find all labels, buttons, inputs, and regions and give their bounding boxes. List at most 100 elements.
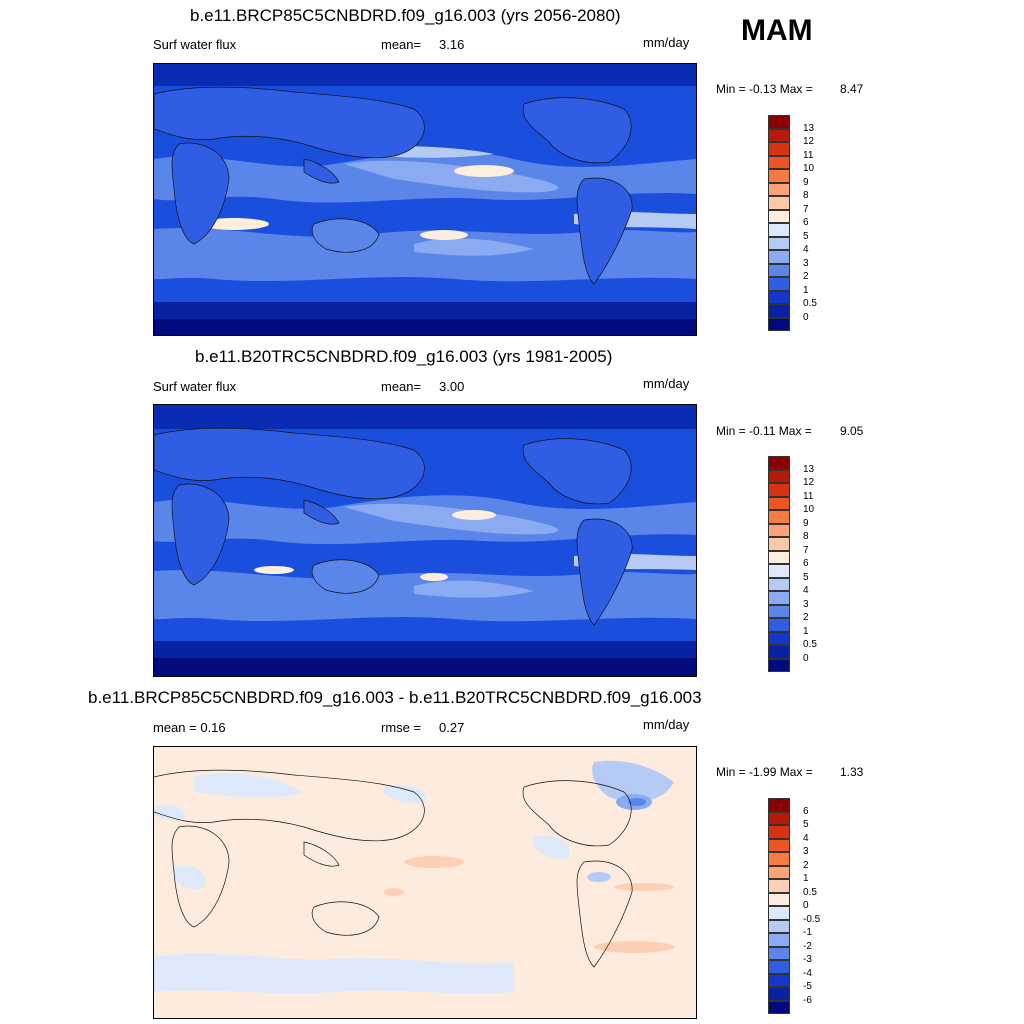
- colorbar-swatch: [768, 115, 790, 129]
- colorbar-tick-label: 5: [803, 819, 809, 830]
- colorbar-tick-label: 13: [803, 122, 815, 134]
- colorbar-swatch: [768, 852, 790, 866]
- panel1-title: b.e11.BRCP85C5CNBDRD.f09_g16.003 (yrs 20…: [190, 6, 621, 25]
- colorbar-swatch: [768, 155, 790, 169]
- colorbar-tick-label: 4: [803, 244, 809, 255]
- colorbar-tick-label: 1: [803, 873, 809, 884]
- colorbar-swatch: [768, 304, 790, 318]
- colorbar-tick-label: -1: [803, 927, 812, 938]
- colorbar-swatch: [768, 838, 790, 852]
- colorbar-swatch: [768, 1000, 790, 1014]
- colorbar-swatch: [768, 317, 790, 331]
- colorbar-swatch: [768, 169, 790, 183]
- colorbar-swatch: [768, 128, 790, 142]
- colorbar-tick-label: 8: [803, 190, 809, 201]
- colorbar-tick-label: 0.5: [803, 639, 817, 650]
- colorbar-tick-label: 10: [803, 504, 815, 515]
- colorbar-swatch: [768, 564, 790, 578]
- colorbar-swatch: [768, 960, 790, 974]
- colorbar-swatch: [768, 142, 790, 156]
- panel1-variable-label: Surf water flux: [153, 37, 237, 52]
- colorbar-swatch: [768, 209, 790, 223]
- colorbar-swatch: [768, 263, 790, 277]
- colorbar-tick-label: 1: [803, 284, 809, 296]
- panel3-units: mm/day: [643, 717, 690, 732]
- colorbar-tick-label: 2: [803, 271, 809, 282]
- colorbar-swatch: [768, 631, 790, 645]
- colorbar-tick-label: 3: [803, 846, 809, 857]
- panel2-variable-label: Surf water flux: [153, 379, 237, 394]
- colorbar-tick-label: 3: [803, 598, 809, 610]
- colorbar-swatch: [768, 196, 790, 210]
- colorbar-tick-label: 0: [803, 311, 809, 323]
- colorbar-swatch: [768, 825, 790, 839]
- colorbar-swatch: [768, 811, 790, 825]
- colorbar-tick-label: -6: [803, 994, 812, 1006]
- colorbar-tick-label: 0: [803, 652, 809, 664]
- panel3-rmse-label: rmse =: [381, 720, 422, 735]
- panel1-map-svg: [154, 64, 696, 335]
- colorbar-swatch: [768, 236, 790, 250]
- colorbar-tick-label: 4: [803, 832, 809, 844]
- colorbar-swatch: [768, 604, 790, 618]
- colorbar-tick-label: 9: [803, 176, 809, 188]
- colorbar-tick-label: 7: [803, 203, 809, 215]
- colorbar-tick-label: 4: [803, 585, 809, 596]
- panel2-mean-label: mean=: [381, 379, 422, 394]
- colorbar-swatch: [768, 658, 790, 672]
- panel1-map: [153, 63, 697, 336]
- panel2-minmax-label: Min = -0.11 Max =: [716, 424, 812, 438]
- colorbar-tick-label: 8: [803, 531, 809, 542]
- panel1-mean-label: mean=: [381, 37, 422, 52]
- colorbar-swatch: [768, 469, 790, 483]
- colorbar-tick-label: 2: [803, 859, 809, 871]
- colorbar-swatch: [768, 973, 790, 987]
- colorbar-swatch: [768, 892, 790, 906]
- colorbar-swatch: [768, 496, 790, 510]
- colorbar-swatch: [768, 591, 790, 605]
- colorbar-swatch: [768, 645, 790, 659]
- colorbar-swatch: [768, 987, 790, 1001]
- season-label: MAM: [741, 14, 813, 47]
- colorbar-swatch: [768, 537, 790, 551]
- colorbar-swatch: [768, 577, 790, 591]
- panel3-mean-label: mean = 0.16: [153, 720, 226, 735]
- colorbar-tick-label: -5: [803, 981, 812, 992]
- colorbar-tick-label: 12: [803, 136, 815, 147]
- panel2-units: mm/day: [643, 376, 690, 391]
- colorbar-swatch: [768, 550, 790, 564]
- panel3-map: [153, 746, 697, 1019]
- panel2-max-value: 9.05: [840, 424, 864, 438]
- colorbar-tick-label: 0.5: [803, 886, 817, 898]
- panel3-max-value: 1.33: [840, 765, 864, 779]
- colorbar-tick-label: -4: [803, 967, 812, 979]
- colorbar-swatch: [768, 250, 790, 264]
- colorbar-swatch: [768, 618, 790, 632]
- colorbar-swatch: [768, 879, 790, 893]
- panel3-minmax-label: Min = -1.99 Max =: [716, 765, 813, 779]
- colorbar-tick-label: -2: [803, 940, 812, 952]
- panel1-mean-value: 3.16: [439, 37, 465, 52]
- panel2-map: [153, 404, 697, 677]
- colorbar-swatch: [768, 919, 790, 933]
- colorbar-tick-label: 2: [803, 612, 809, 623]
- colorbar-tick-label: 6: [803, 558, 809, 569]
- colorbar-tick-label: -3: [803, 954, 812, 965]
- colorbar-tick-label: 11: [803, 490, 814, 502]
- colorbar-swatch: [768, 510, 790, 524]
- panel3-rmse-value: 0.27: [439, 720, 465, 735]
- colorbar-swatch: [768, 906, 790, 920]
- colorbar-tick-label: -0.5: [803, 913, 821, 925]
- panel2-map-svg: [154, 405, 696, 676]
- colorbar-swatch: [768, 182, 790, 196]
- colorbar-tick-label: 9: [803, 517, 809, 529]
- panel2-mean-value: 3.00: [439, 379, 465, 394]
- panel2-title: b.e11.B20TRC5CNBDRD.f09_g16.003 (yrs 198…: [195, 347, 613, 366]
- colorbar-tick-label: 6: [803, 217, 809, 228]
- colorbar-tick-label: 6: [803, 805, 809, 817]
- colorbar-swatch: [768, 523, 790, 537]
- colorbar-tick-label: 0: [803, 900, 809, 911]
- colorbar-swatch: [768, 483, 790, 497]
- colorbar-swatch: [768, 933, 790, 947]
- colorbar-tick-label: 1: [803, 625, 809, 637]
